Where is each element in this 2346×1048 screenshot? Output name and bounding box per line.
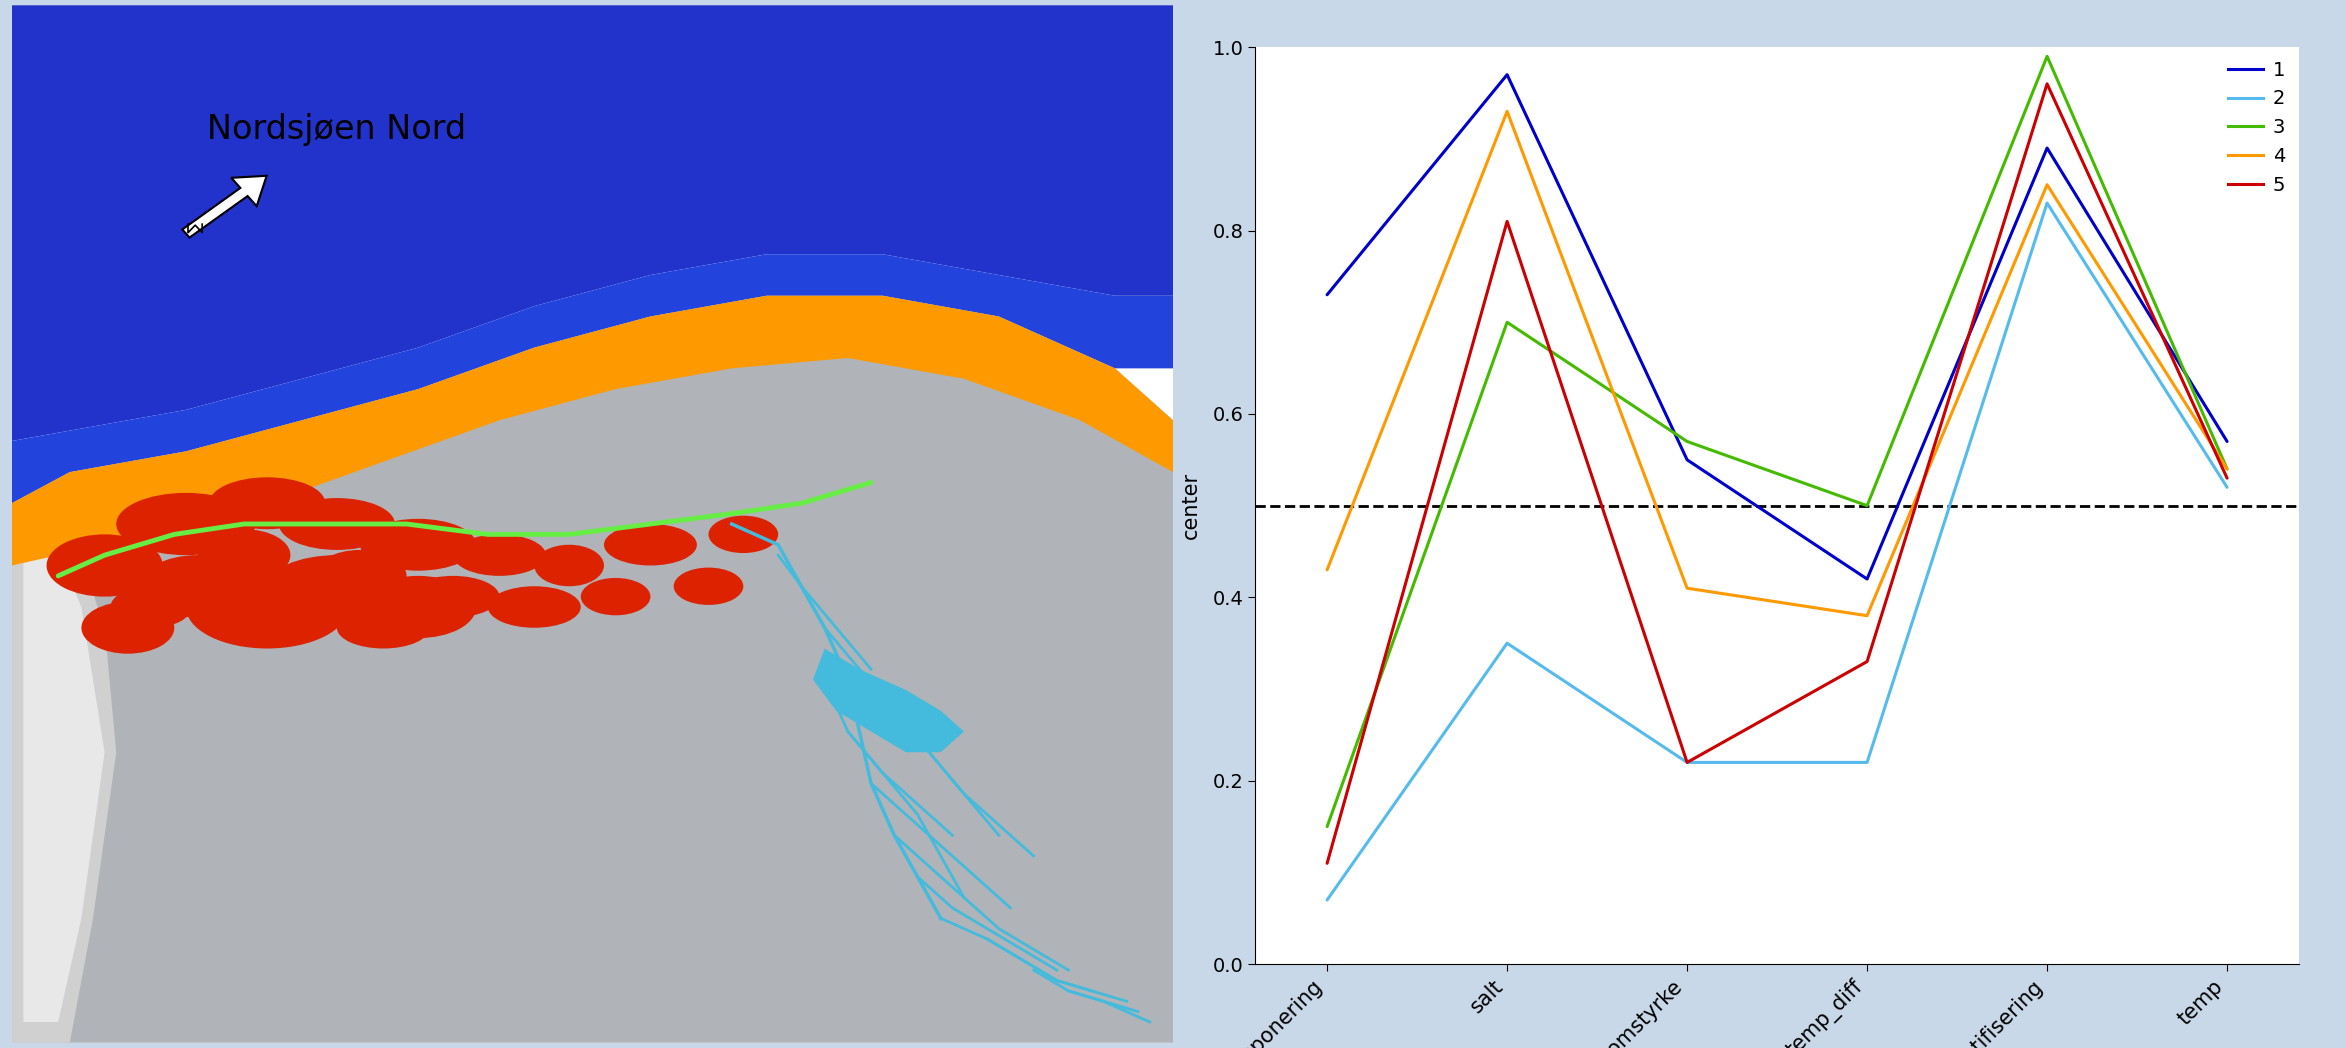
Ellipse shape (708, 516, 779, 553)
Ellipse shape (244, 571, 361, 623)
Polygon shape (23, 524, 106, 1022)
FancyArrow shape (183, 176, 267, 238)
Ellipse shape (603, 524, 697, 566)
Ellipse shape (82, 602, 174, 654)
Ellipse shape (488, 586, 582, 628)
Ellipse shape (47, 534, 162, 596)
Polygon shape (12, 296, 1173, 1043)
Ellipse shape (673, 568, 744, 605)
Ellipse shape (535, 545, 603, 586)
Y-axis label: center: center (1182, 472, 1201, 540)
Ellipse shape (338, 607, 429, 649)
Ellipse shape (185, 566, 350, 649)
Ellipse shape (406, 576, 500, 617)
Ellipse shape (361, 576, 476, 638)
Ellipse shape (314, 550, 406, 602)
Polygon shape (814, 649, 964, 752)
Polygon shape (12, 5, 1173, 441)
Text: Nordsjøen Nord: Nordsjøen Nord (206, 113, 467, 147)
Ellipse shape (279, 498, 394, 550)
Legend: 1, 2, 3, 4, 5: 1, 2, 3, 4, 5 (2224, 57, 2290, 198)
Polygon shape (12, 255, 1173, 503)
Ellipse shape (453, 534, 547, 576)
Ellipse shape (361, 519, 476, 571)
Ellipse shape (267, 555, 406, 617)
Ellipse shape (582, 577, 650, 615)
Polygon shape (12, 296, 1173, 566)
Ellipse shape (117, 493, 256, 555)
Ellipse shape (174, 576, 267, 617)
Polygon shape (12, 503, 117, 1043)
Ellipse shape (197, 529, 291, 581)
Ellipse shape (110, 586, 192, 628)
Ellipse shape (138, 555, 256, 617)
Ellipse shape (209, 477, 326, 529)
